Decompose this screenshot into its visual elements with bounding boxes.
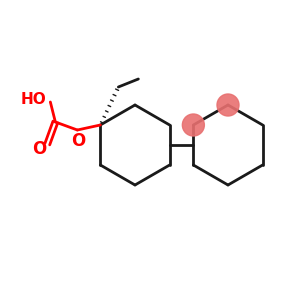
Text: O: O: [71, 132, 85, 150]
Circle shape: [217, 94, 239, 116]
Circle shape: [182, 114, 204, 136]
Text: O: O: [32, 140, 46, 158]
Text: HO: HO: [20, 92, 46, 107]
